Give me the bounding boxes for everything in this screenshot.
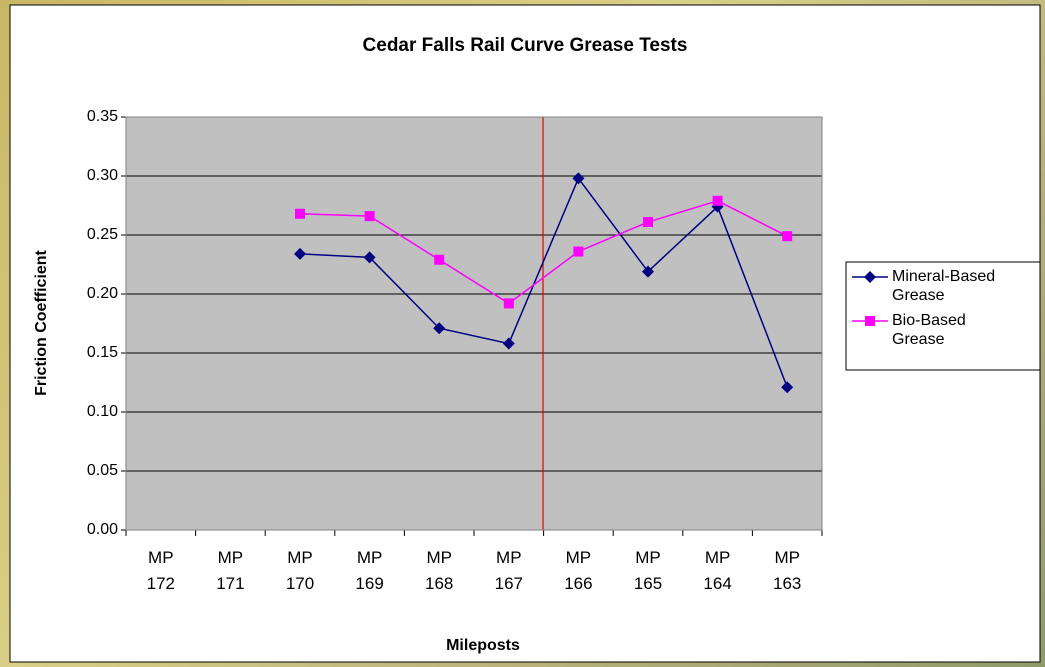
x-tick-label: MP 170 xyxy=(285,548,315,593)
marker xyxy=(781,381,794,394)
marker xyxy=(294,247,306,260)
x-tick-label: MP 167 xyxy=(494,548,523,593)
plot-border xyxy=(125,116,823,531)
y-tick-label: 0.25 xyxy=(87,226,118,243)
marker xyxy=(364,211,375,222)
y-tick-label: 0.05 xyxy=(87,462,118,479)
marker xyxy=(572,172,585,185)
marker xyxy=(363,251,376,264)
x-tick-label: MP 168 xyxy=(425,548,454,593)
marker xyxy=(642,265,654,278)
x-tick-label: MP 171 xyxy=(216,548,245,593)
series-line xyxy=(299,199,788,305)
legend xyxy=(845,261,1041,371)
x-tick-label: MP 166 xyxy=(564,548,593,593)
series-group xyxy=(294,172,888,394)
x-tick-label: MP 163 xyxy=(773,548,802,593)
legend-marker xyxy=(865,316,875,326)
chart-title: Cedar Falls Rail Curve Grease Tests xyxy=(363,35,688,56)
y-tick-label: 0.20 xyxy=(87,285,118,302)
marker xyxy=(503,298,514,309)
marker xyxy=(434,254,445,265)
marker xyxy=(295,208,305,219)
series-line xyxy=(299,176,788,388)
x-tick-label: MP 172 xyxy=(146,548,175,593)
y-tick-label: 0.35 xyxy=(87,108,118,125)
marker xyxy=(502,337,515,350)
legend-label: Mineral-Based Grease xyxy=(892,268,996,304)
plot-area xyxy=(126,117,822,530)
x-tick-label: MP 169 xyxy=(355,548,384,593)
marker xyxy=(712,195,723,206)
y-tick-label: 0.10 xyxy=(87,403,118,420)
marker xyxy=(782,231,793,242)
marker xyxy=(573,246,584,257)
marker xyxy=(433,322,446,335)
y-tick-label: 0.15 xyxy=(87,344,118,361)
y-axis-title: Friction Coefficient xyxy=(33,249,50,395)
legend-marker xyxy=(864,271,876,283)
x-axis-title: Mileposts xyxy=(446,637,520,654)
legend-label: Bio-Based Grease xyxy=(892,312,966,348)
y-tick-label: 0.00 xyxy=(87,521,118,538)
x-tick-label: MP 164 xyxy=(703,548,732,593)
marker xyxy=(643,217,653,228)
x-tick-label: MP 165 xyxy=(633,548,663,593)
y-tick-label: 0.30 xyxy=(87,167,118,184)
